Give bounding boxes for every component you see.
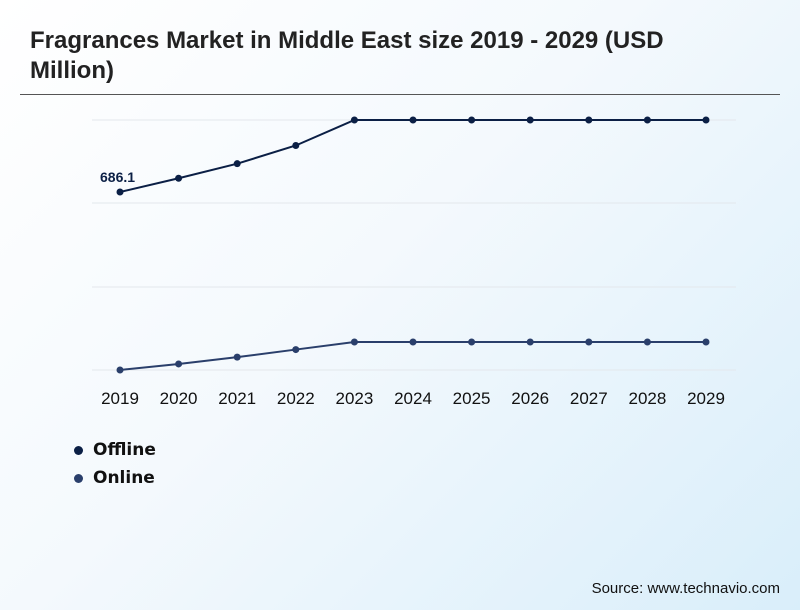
x-tick-label-2025: 2025 bbox=[453, 389, 491, 408]
x-tick-label-2027: 2027 bbox=[570, 389, 608, 408]
x-tick-label-2023: 2023 bbox=[335, 389, 373, 408]
x-tick-label-2024: 2024 bbox=[394, 389, 432, 408]
title-divider bbox=[20, 94, 780, 95]
data-point-offline-2027 bbox=[585, 116, 593, 124]
legend-label-online: Online bbox=[93, 468, 155, 488]
data-point-offline-2026 bbox=[526, 116, 534, 124]
data-point-offline-2024 bbox=[409, 116, 417, 124]
data-point-online-2025 bbox=[468, 338, 476, 346]
data-point-online-2029 bbox=[702, 338, 710, 346]
data-point-online-2019 bbox=[116, 366, 124, 374]
legend-label-offline: Offline bbox=[93, 440, 156, 460]
data-point-offline-2019 bbox=[116, 188, 124, 196]
x-tick-label-2019: 2019 bbox=[101, 389, 139, 408]
data-point-offline-2029 bbox=[702, 116, 710, 124]
x-tick-label-2022: 2022 bbox=[277, 389, 315, 408]
data-label-offline-2019: 686.1 bbox=[100, 169, 135, 185]
series-line-online bbox=[119, 341, 706, 371]
data-point-offline-2022 bbox=[292, 141, 300, 149]
legend-item-online: Online bbox=[74, 464, 156, 492]
x-tick-label-2026: 2026 bbox=[511, 389, 549, 408]
source-note: Source: www.technavio.com bbox=[591, 580, 780, 597]
x-tick-label-2028: 2028 bbox=[628, 389, 666, 408]
series-line-offline bbox=[119, 119, 706, 193]
data-point-offline-2023 bbox=[350, 116, 358, 124]
data-point-online-2023 bbox=[350, 338, 358, 346]
chart-title: Fragrances Market in Middle East size 20… bbox=[30, 27, 664, 84]
legend: Offline Online bbox=[74, 436, 156, 492]
x-tick-label-2029: 2029 bbox=[687, 389, 725, 408]
data-point-offline-2021 bbox=[233, 160, 241, 168]
data-point-offline-2028 bbox=[643, 116, 651, 124]
data-point-online-2020 bbox=[175, 360, 183, 368]
data-point-online-2027 bbox=[585, 338, 593, 346]
data-point-online-2028 bbox=[643, 338, 651, 346]
data-point-online-2021 bbox=[233, 353, 241, 361]
data-point-online-2026 bbox=[526, 338, 534, 346]
data-point-online-2024 bbox=[409, 338, 417, 346]
chart-area: 686.1 2019 2020 2021 2022 2023 2024 2025 2026 202… bbox=[92, 116, 736, 408]
legend-marker-offline bbox=[74, 445, 83, 455]
data-point-offline-2025 bbox=[468, 116, 476, 124]
x-tick-label-2021: 2021 bbox=[218, 389, 256, 408]
data-point-offline-2020 bbox=[175, 174, 183, 182]
legend-marker-online bbox=[74, 473, 83, 483]
legend-item-offline: Offline bbox=[74, 436, 156, 464]
data-point-online-2022 bbox=[292, 346, 300, 354]
x-tick-label-2020: 2020 bbox=[160, 389, 198, 408]
